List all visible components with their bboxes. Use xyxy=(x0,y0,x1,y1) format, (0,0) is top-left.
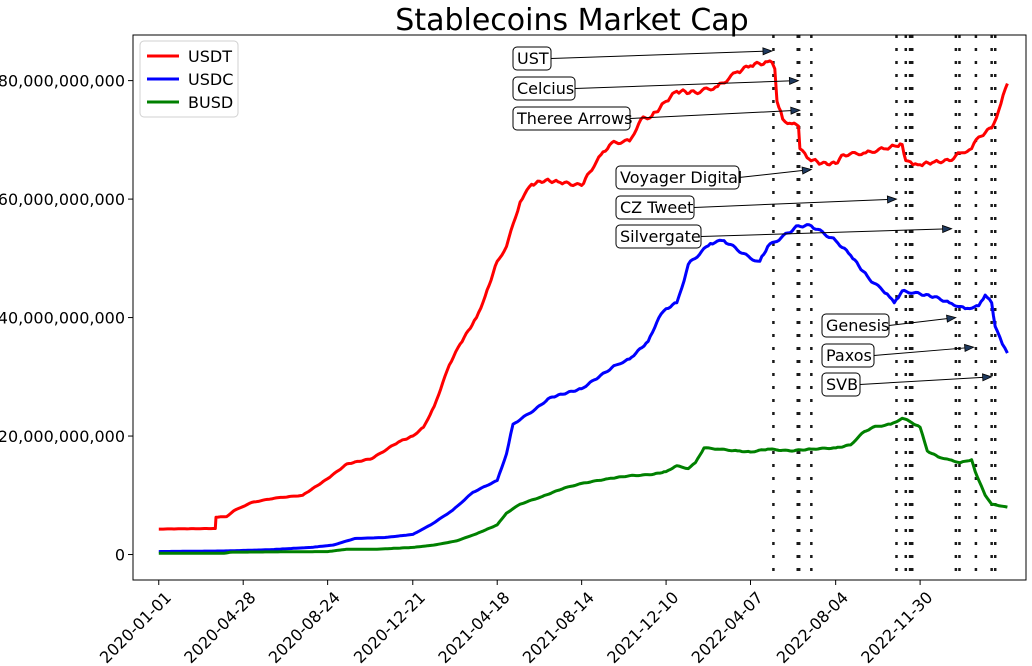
annotation-box xyxy=(512,46,552,71)
x-tick-label: 2020-08-24 xyxy=(265,588,344,666)
annotation-arrow xyxy=(700,228,943,237)
annotation-label: SVB xyxy=(826,375,858,394)
plot-frame xyxy=(132,34,1027,581)
y-tick-label: 40,000,000,000 xyxy=(0,309,125,328)
annotation-arrowhead xyxy=(886,195,898,204)
annotation-arrow xyxy=(738,169,803,178)
annotation-label: CZ Tweet xyxy=(620,198,693,217)
annotation-arrowhead xyxy=(790,106,801,115)
annotation-arrow xyxy=(859,376,983,385)
annotation-arrow xyxy=(873,347,965,356)
annotation-box xyxy=(821,313,890,338)
y-tick-label: 80,000,000,000 xyxy=(0,72,125,91)
annotation-arrowhead xyxy=(762,47,774,56)
y-tick-label: 60,000,000,000 xyxy=(0,190,125,209)
chart-title: Stablecoins Market Cap xyxy=(395,3,748,38)
legend-box xyxy=(139,40,239,118)
annotation-box xyxy=(615,224,702,249)
series-line-busd xyxy=(158,416,1008,555)
annotation-arrow xyxy=(550,50,764,59)
annotation-box xyxy=(615,165,740,190)
x-tick-label: 2021-12-10 xyxy=(603,588,682,666)
annotation-arrowhead xyxy=(788,76,800,86)
x-tick-label: 2022-08-04 xyxy=(773,588,852,666)
y-tick-label: 0 xyxy=(115,546,125,565)
annotation-arrow xyxy=(629,110,791,119)
series-line-usdt xyxy=(158,59,1009,531)
x-tick-label: 2020-12-21 xyxy=(350,588,429,666)
annotation-label: UST xyxy=(517,49,549,68)
x-tick-label: 2020-04-28 xyxy=(180,588,259,666)
legend-label: USDC xyxy=(188,70,233,89)
plot-area: 0 20,000,000,000 40,000,000,000 60,000,000,… xyxy=(0,35,1009,666)
annotation-arrowhead xyxy=(964,343,975,353)
x-tick-label: 2022-11-30 xyxy=(857,588,936,666)
annotation-box xyxy=(821,343,875,368)
annotation-label: Voyager Digital xyxy=(620,168,742,187)
legend: USDT USDC BUSD xyxy=(139,40,239,118)
annotation-label: Theree Arrows xyxy=(516,109,632,128)
x-tick-label: 2020-01-01 xyxy=(96,588,175,666)
y-tick-label: 20,000,000,000 xyxy=(0,427,125,446)
x-tick-label: 2021-04-18 xyxy=(434,588,513,666)
annotation-label: Silvergate xyxy=(620,227,701,246)
annotation-arrowhead xyxy=(946,314,957,323)
annotation-arrowhead xyxy=(942,224,953,234)
annotation-arrow xyxy=(888,318,947,326)
annotation-arrowhead xyxy=(801,166,813,175)
annotation-label: Celcius xyxy=(517,79,574,98)
annotation-box xyxy=(615,195,695,220)
legend-label: USDT xyxy=(188,47,232,66)
legend-label: BUSD xyxy=(188,93,233,112)
x-tick-label: 2021-08-14 xyxy=(519,588,598,666)
annotation-arrow xyxy=(574,80,790,89)
annotation-label: Genesis xyxy=(826,316,889,335)
x-tick-label: 2022-04-07 xyxy=(688,588,767,666)
annotation-label: Paxos xyxy=(826,346,872,365)
annotation-arrow xyxy=(693,198,888,208)
series-line-usdc xyxy=(158,223,1009,554)
annotation-arrowhead xyxy=(982,373,993,382)
annotation-box xyxy=(821,372,861,397)
annotation-box xyxy=(512,76,576,101)
annotation-box xyxy=(512,106,631,131)
